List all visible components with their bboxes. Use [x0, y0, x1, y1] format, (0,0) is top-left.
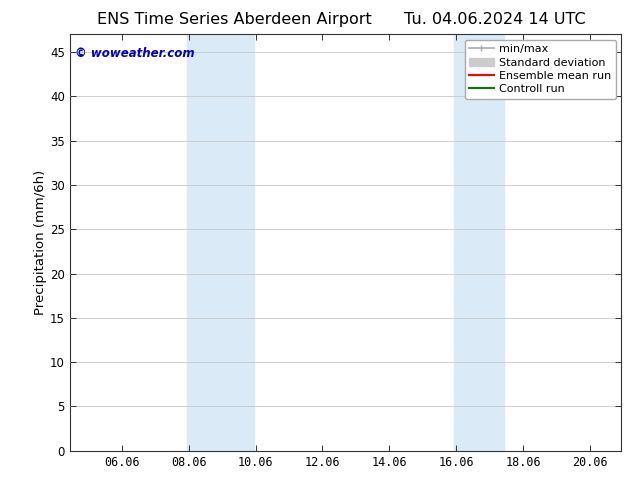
Bar: [454, 34, 504, 451]
Bar: [187, 34, 254, 451]
Legend: min/max, Standard deviation, Ensemble mean run, Controll run: min/max, Standard deviation, Ensemble me…: [465, 40, 616, 99]
Text: ENS Time Series Aberdeen Airport: ENS Time Series Aberdeen Airport: [97, 12, 372, 27]
Text: Tu. 04.06.2024 14 UTC: Tu. 04.06.2024 14 UTC: [404, 12, 585, 27]
Y-axis label: Precipitation (mm/6h): Precipitation (mm/6h): [34, 170, 47, 315]
Text: © woweather.com: © woweather.com: [75, 47, 195, 60]
